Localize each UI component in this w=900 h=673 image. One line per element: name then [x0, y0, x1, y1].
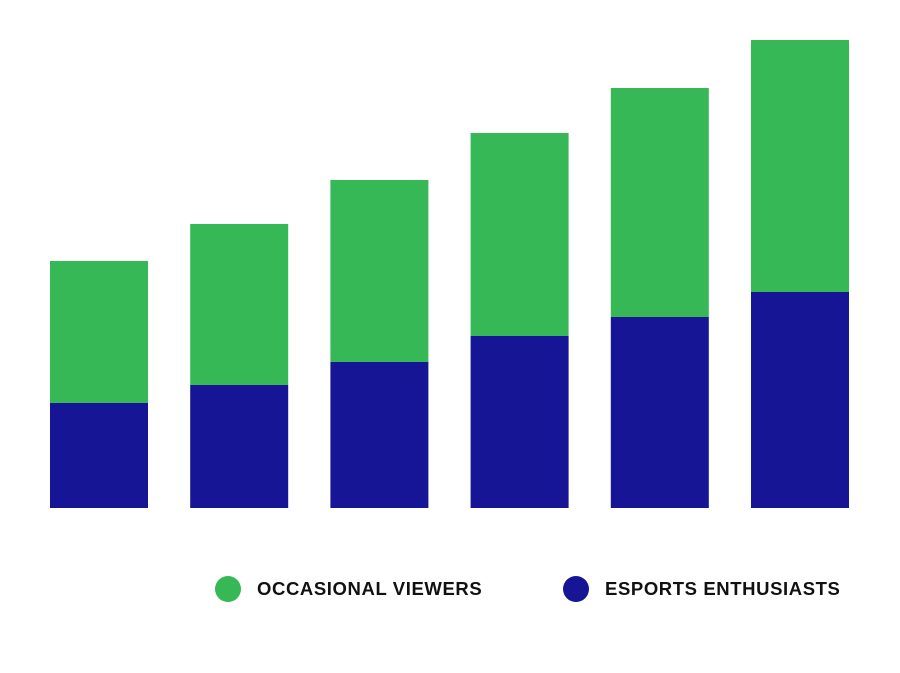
bar-occasional-viewers-2 [190, 224, 289, 385]
bar-occasional-viewers-5 [610, 88, 709, 317]
legend-label-esports-enthusiasts: ESPORTS ENTHUSIASTS [605, 578, 841, 599]
bar-esports-enthusiasts-6 [751, 292, 849, 508]
legend-swatch-esports-enthusiasts [563, 576, 589, 602]
legend-item-esports-enthusiasts: ESPORTS ENTHUSIASTS [563, 576, 841, 602]
legend-swatch-occasional-viewers [215, 576, 241, 602]
bar-esports-enthusiasts-4 [470, 336, 569, 508]
bar-esports-enthusiasts-3 [330, 362, 429, 508]
bar-esports-enthusiasts-1 [50, 403, 148, 508]
bar-occasional-viewers-6 [751, 40, 849, 292]
legend-item-occasional-viewers: OCCASIONAL VIEWERS [215, 576, 482, 602]
bar-esports-enthusiasts-5 [610, 317, 709, 508]
bar-occasional-viewers-4 [470, 133, 569, 336]
bar-esports-enthusiasts-2 [190, 385, 289, 508]
bar-occasional-viewers-3 [330, 180, 429, 362]
legend-label-occasional-viewers: OCCASIONAL VIEWERS [257, 578, 483, 599]
bar-occasional-viewers-1 [50, 261, 148, 403]
